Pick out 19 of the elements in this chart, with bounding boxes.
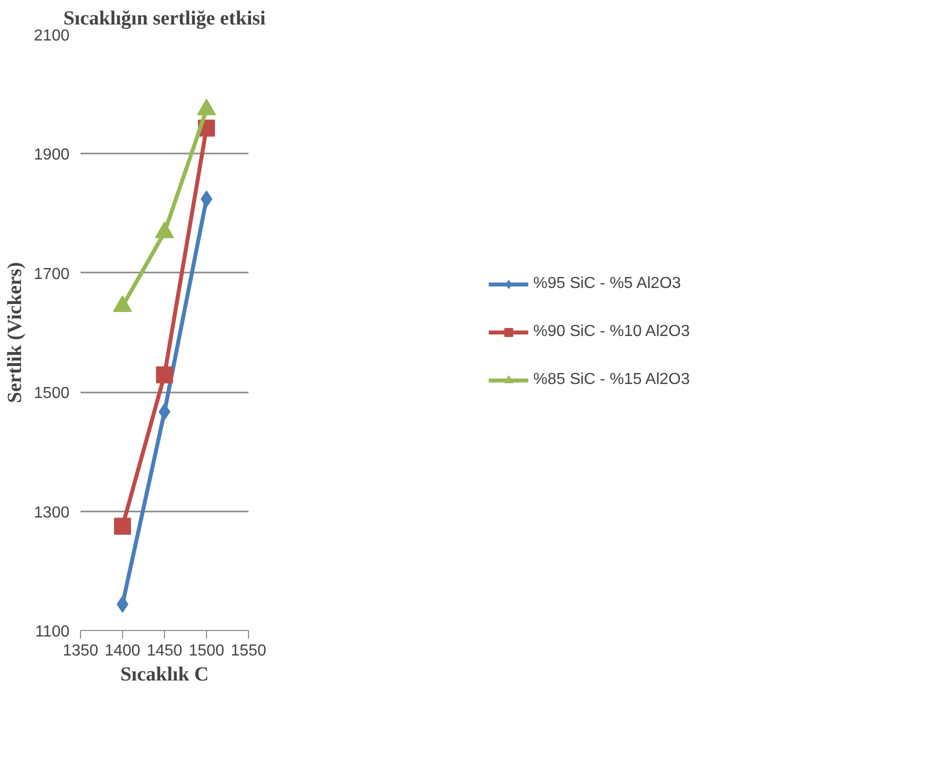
x-tick-label: 1400 [104,642,140,660]
point [114,518,131,535]
legend-label: %90 SiC - %10 Al2O3 [533,323,690,341]
legend-label: %95 SiC - %5 Al2O3 [533,275,681,293]
y-tick-label: 1300 [34,504,70,522]
y-tick-label: 2100 [34,28,70,44]
x-tick-label: 1450 [146,642,182,660]
y-tick-label: 1100 [35,624,70,640]
y-axis-title: Sertlik (Vickers) [4,262,26,403]
x-tick-label: 1350 [62,642,98,660]
x-axis-title: Sıcaklık C [120,664,209,686]
legend-label: %85 SiC - %15 Al2O3 [533,371,690,389]
point [156,366,173,384]
x-tick-label: 1500 [188,642,224,660]
y-tick-label: 1500 [34,385,70,402]
x-tick-label: 1550 [230,642,266,660]
y-tick-label: 1900 [34,146,70,164]
chart-title: Sıcaklığın sertliğe etkisi [63,8,266,30]
y-tick-label: 1700 [34,266,70,283]
